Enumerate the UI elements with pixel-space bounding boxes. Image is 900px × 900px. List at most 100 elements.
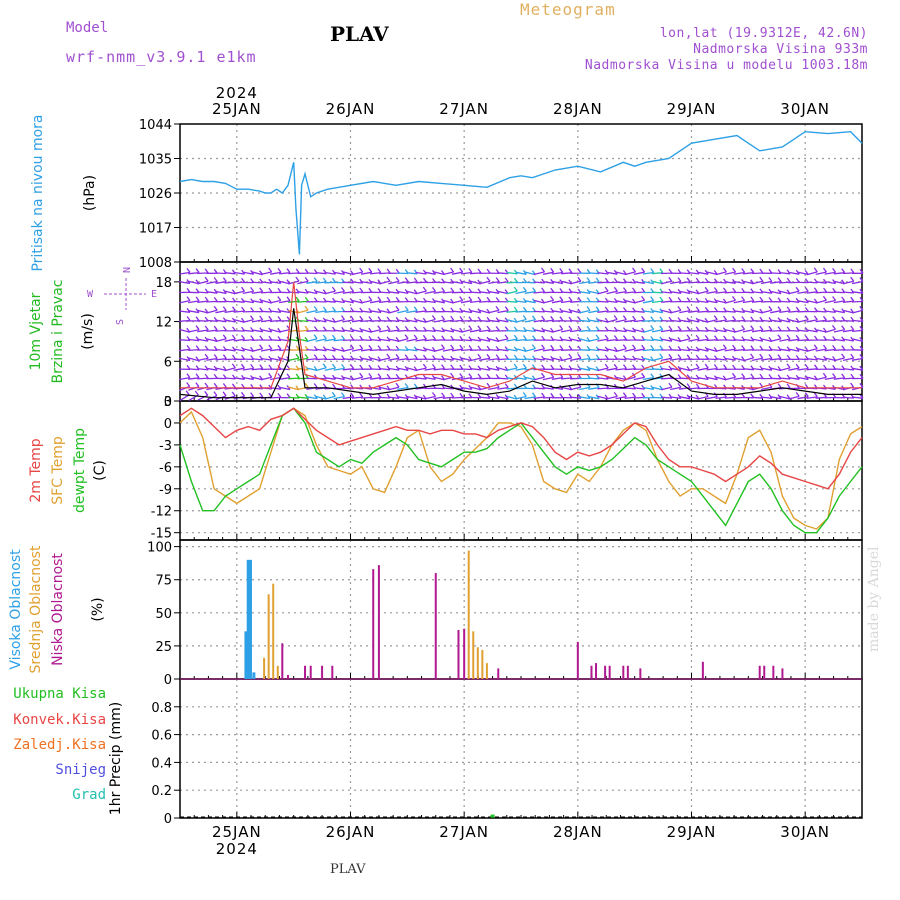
wind-ytick-label: 6 (164, 355, 172, 370)
pressure-unit: (hPa) (82, 175, 98, 211)
wind-barb (770, 334, 782, 343)
wind-barb (742, 353, 755, 362)
wind-barb (760, 277, 773, 285)
cloud-bar (463, 628, 466, 679)
wind-barb (670, 277, 682, 285)
pressure-ytick-label: 1008 (139, 256, 172, 271)
cloud-high-ylabel: Visoka Oblacnost (8, 549, 24, 670)
wind-barb (206, 391, 218, 401)
wind-barb (551, 268, 564, 275)
wind-barb (233, 334, 246, 342)
wind-barb (833, 296, 846, 304)
wind-barb (851, 325, 864, 333)
top-date-label: 25JAN (212, 100, 262, 118)
wind-barb (615, 287, 628, 294)
model-name: wrf-nmm_v3.9.1 e1km (66, 48, 257, 66)
wind-barb (633, 295, 646, 304)
wind-barb (815, 372, 827, 381)
wind-barb (770, 346, 782, 352)
wind-barb (333, 287, 346, 295)
wind-barb (388, 382, 400, 391)
wind-barb (497, 277, 509, 284)
wind-barb (306, 354, 318, 361)
wind-barb (524, 344, 536, 353)
cloud-bar (372, 569, 375, 679)
wind-barb (597, 286, 609, 295)
wind-barb (479, 325, 491, 333)
wind-barb (470, 296, 482, 304)
wind-barb (215, 391, 227, 401)
wind-barb (488, 383, 500, 391)
wind-barb (351, 344, 364, 352)
wind-barb (460, 296, 473, 304)
wind-barb (706, 364, 718, 371)
clouds-ytick-label: 50 (155, 607, 172, 622)
wind-barb (451, 344, 464, 352)
cloud-bar (701, 661, 704, 679)
wind-barb (533, 267, 546, 276)
wind-barb (779, 334, 791, 342)
temperature-ytick-label: -6 (159, 461, 172, 476)
wind-barb (360, 296, 373, 304)
wind-barb (324, 334, 337, 342)
wind-barb (633, 344, 646, 352)
wind-barb (242, 287, 255, 295)
wind-barb (297, 305, 309, 314)
wind-barb (751, 353, 764, 362)
wind-barb (197, 276, 209, 285)
wind-barb (342, 287, 355, 294)
wind-barb (242, 315, 255, 323)
wind-barb (179, 390, 190, 402)
cloud-bar (604, 665, 607, 679)
wind-barb (279, 268, 291, 275)
wind-barb (842, 325, 855, 333)
direction-south: S (115, 319, 126, 325)
temp2m-ylabel: 2m Temp (28, 438, 44, 502)
wind-barb (824, 373, 837, 381)
wind-barb (851, 317, 864, 323)
wind-barb (733, 325, 746, 333)
wind-barb (488, 277, 500, 285)
wind-barb (406, 269, 418, 275)
wind-barb (797, 327, 809, 333)
bottom-date-label: 27JAN (439, 823, 489, 841)
wind-barb (824, 356, 837, 362)
cloud-unit: (%) (90, 597, 106, 621)
wind-barb (615, 344, 627, 353)
cloud-bar (590, 665, 593, 679)
wind-barb (624, 344, 637, 352)
wind-ytick-label: 12 (155, 316, 172, 331)
wind-barb (306, 277, 318, 284)
wind-barb (579, 306, 591, 314)
wind-barb (851, 297, 864, 303)
pressure-ytick-label: 1017 (139, 222, 172, 237)
cloud-bar (321, 665, 324, 679)
wind-barb (560, 325, 573, 333)
wind-barb (588, 334, 600, 342)
wind-barb (570, 393, 582, 399)
wind-barb (188, 382, 200, 391)
wind-barb (751, 296, 764, 303)
wind-barb (351, 315, 364, 323)
wind-barb (524, 287, 537, 294)
sfc-temp-ylabel: SFC Temp (50, 436, 66, 505)
wind-barb (815, 344, 828, 352)
wind-barb (815, 278, 828, 284)
wind-barb (542, 315, 555, 323)
wind-barb (633, 315, 646, 323)
pressure-ytick-label: 1026 (139, 187, 172, 202)
cloud-bar (267, 594, 270, 679)
wind-barb (742, 296, 755, 304)
precipitation-ytick-label: 0.2 (151, 784, 172, 799)
precip-bar (490, 814, 495, 818)
wind-barb (560, 353, 573, 362)
wind-unit: (m/s) (80, 313, 96, 350)
wind-barb (424, 287, 437, 295)
wind-barb (188, 325, 200, 333)
wind-barb (660, 325, 673, 333)
wind-barb (406, 346, 418, 352)
wind-barb (751, 325, 764, 333)
dewpt-ylabel: dewpt Temp (72, 428, 88, 513)
wind-barb (515, 286, 527, 295)
model-elevation: Nadmorska Visina u modelu 1003.18m (584, 58, 868, 73)
